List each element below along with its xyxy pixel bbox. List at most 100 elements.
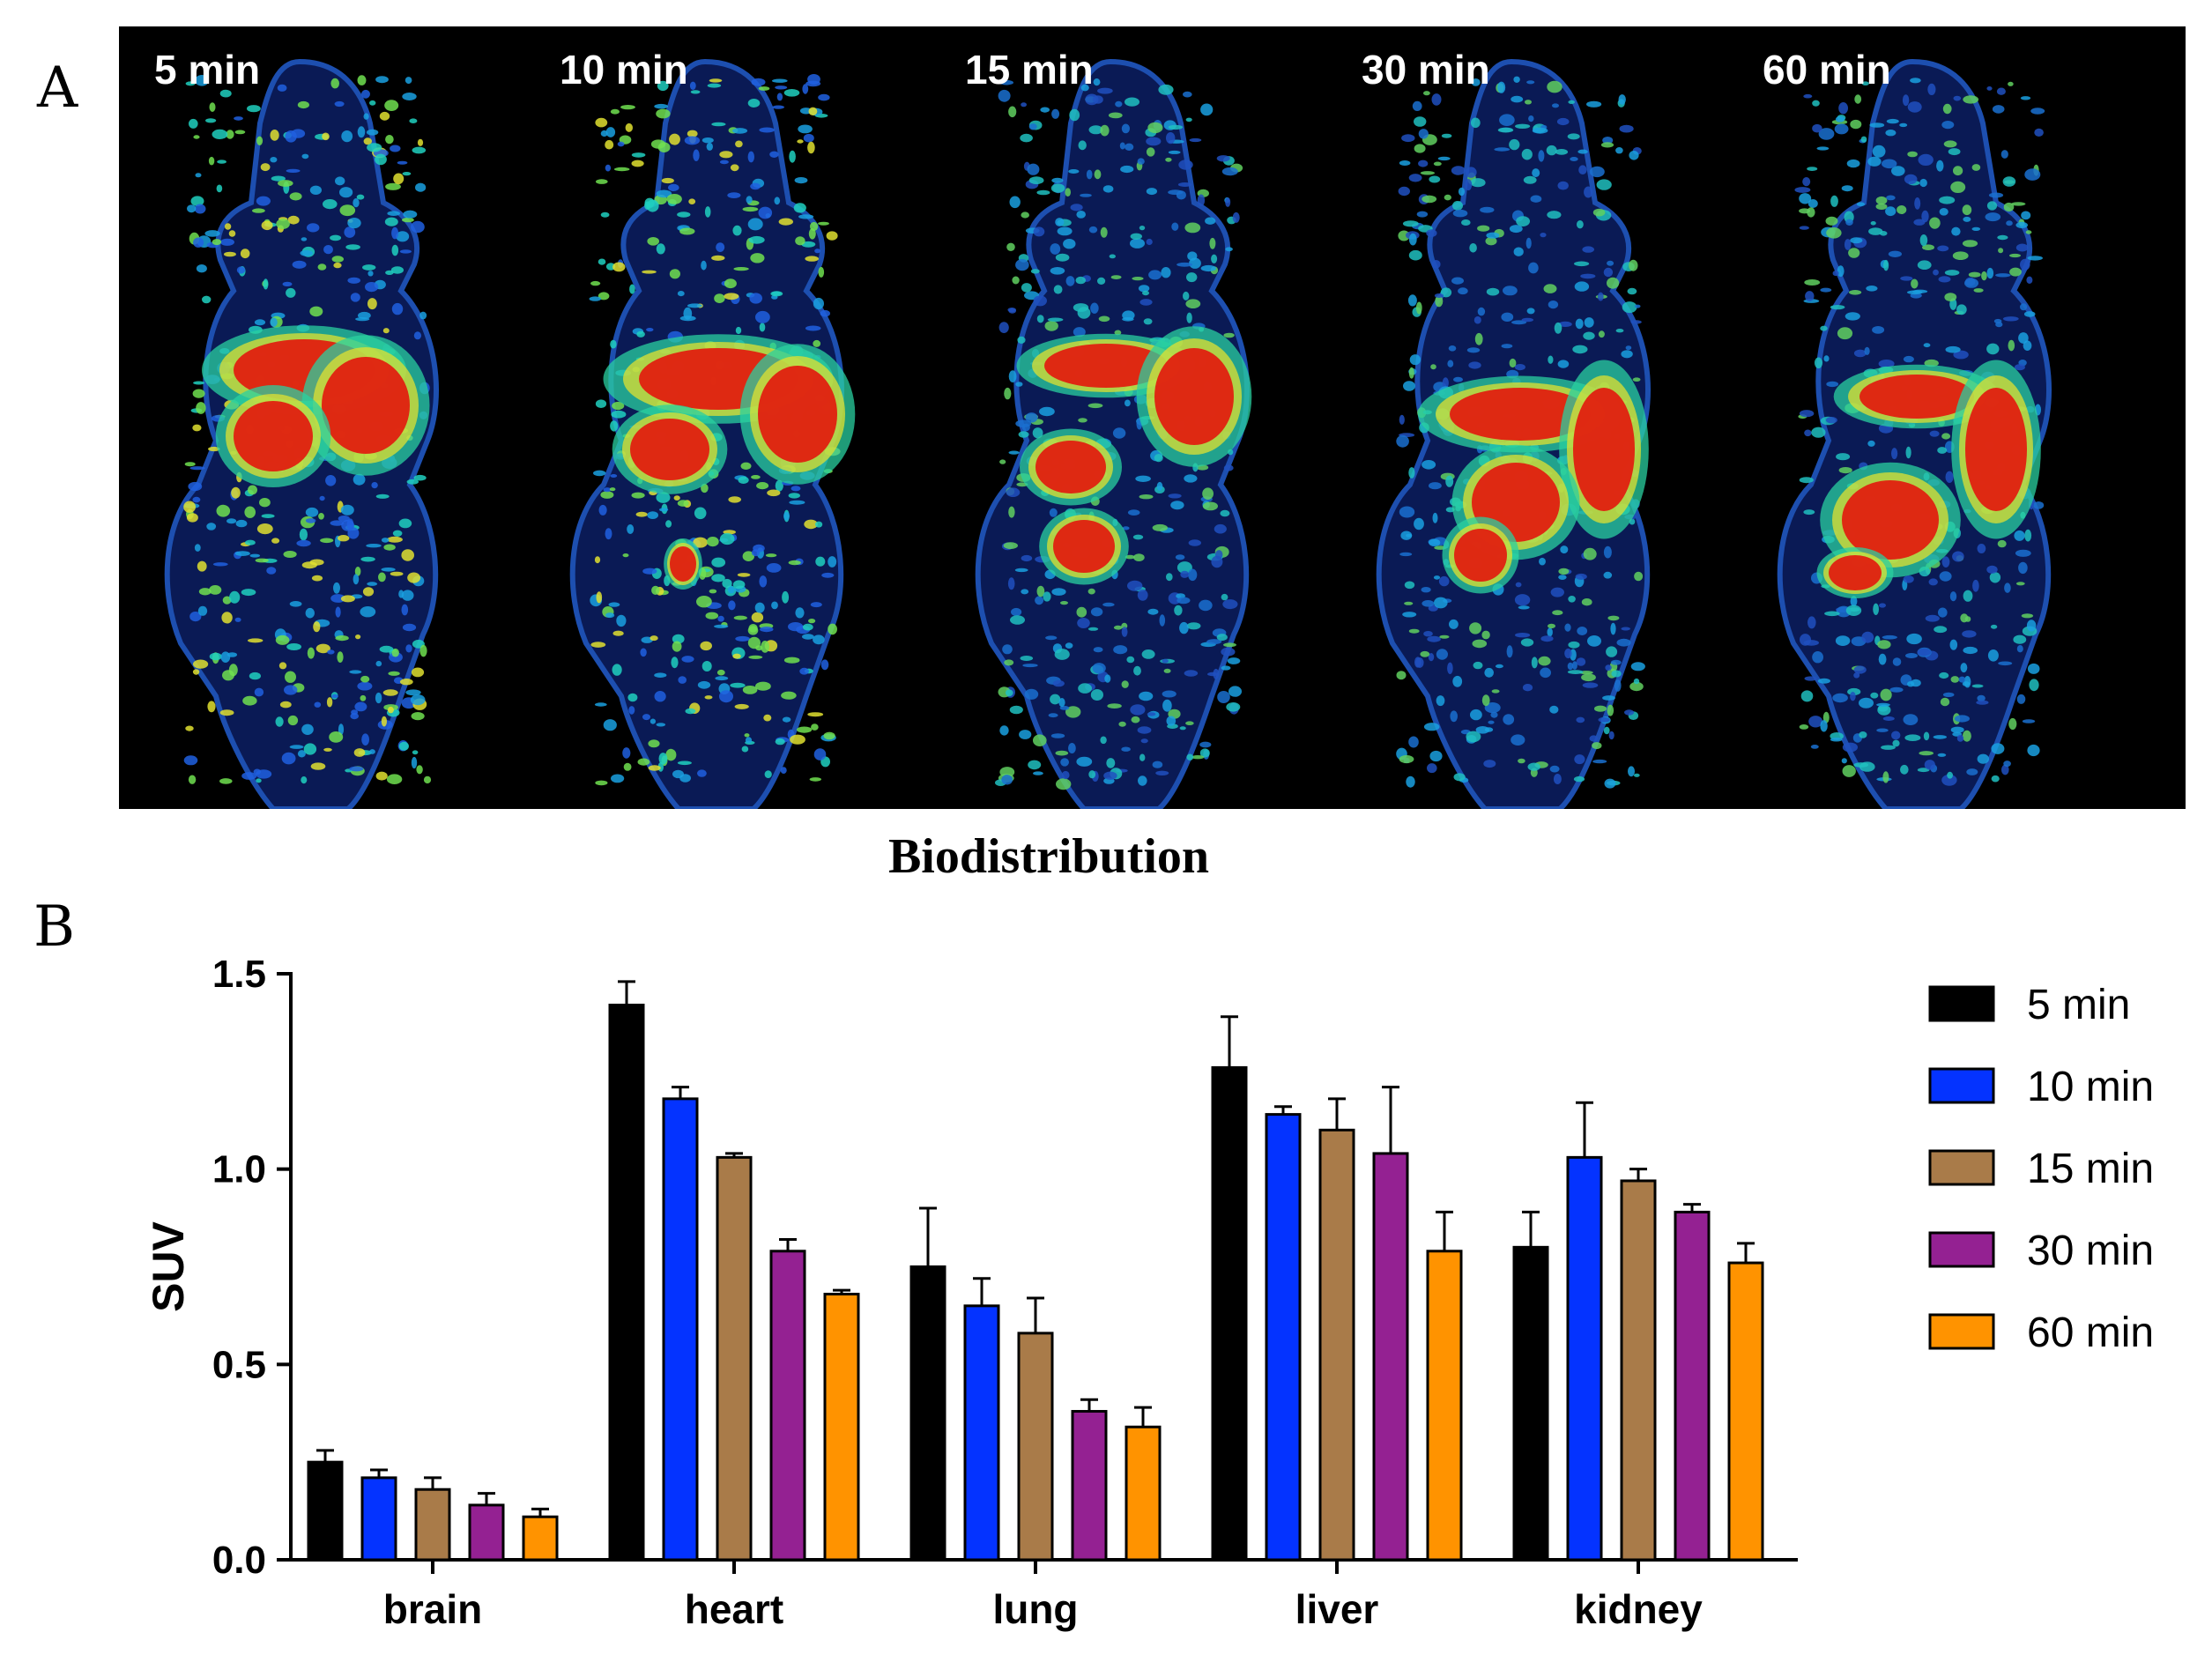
pet-speckle xyxy=(1069,108,1080,122)
pet-speckle xyxy=(789,500,805,505)
pet-speckle xyxy=(363,113,369,120)
pet-speckle xyxy=(1568,641,1580,649)
pet-speckle xyxy=(998,322,1009,333)
pet-speckle xyxy=(1949,639,1958,650)
pet-speckle xyxy=(1223,642,1236,648)
pet-speckle xyxy=(1414,116,1427,127)
y-tick-label: 1.5 xyxy=(212,953,266,996)
pet-speckle xyxy=(245,539,256,545)
pet-speckle xyxy=(278,662,287,670)
pet-speckle xyxy=(1118,721,1126,727)
pet-speckle xyxy=(1968,271,1981,278)
pet-speckle xyxy=(2015,243,2029,252)
pet-speckle xyxy=(1624,709,1635,716)
pet-speckle xyxy=(255,558,269,563)
pet-speckle xyxy=(1098,315,1110,323)
pet-speckle xyxy=(1837,327,1853,340)
pet-speckle xyxy=(1820,720,1828,732)
pet-speckle xyxy=(1466,167,1477,178)
pet-speckle xyxy=(1825,216,1838,226)
pet-speckle xyxy=(778,218,793,226)
pet-speckle xyxy=(1088,770,1096,779)
pet-speckle xyxy=(1921,210,1929,223)
pet-speckle xyxy=(1629,259,1638,271)
pet-speckle xyxy=(1891,731,1901,740)
pet-speckle xyxy=(1859,761,1875,772)
pet-speckle xyxy=(1986,267,1994,279)
pet-speckle xyxy=(782,716,791,723)
pet-speckle xyxy=(217,160,226,164)
pet-speckle xyxy=(1861,631,1874,643)
pet-speckle xyxy=(1621,627,1630,631)
pet-speckle xyxy=(747,636,761,649)
pet-speckle xyxy=(209,102,216,112)
pet-speckle xyxy=(654,672,667,678)
pet-speckle xyxy=(820,659,829,671)
pet-speckle xyxy=(1119,142,1125,150)
pet-speckle xyxy=(205,118,217,123)
pet-speckle xyxy=(1021,589,1029,595)
pet-speckle xyxy=(330,520,345,526)
pet-speckle xyxy=(402,93,417,100)
pet-speckle xyxy=(378,572,386,582)
pet-speckle xyxy=(2023,340,2032,352)
pet-speckle xyxy=(1092,663,1106,674)
pet-speckle xyxy=(791,486,801,492)
bar-heart-15min xyxy=(716,1155,753,1562)
bar-brain-15min xyxy=(414,1488,451,1562)
pet-speckle xyxy=(678,676,687,684)
pet-speckle xyxy=(387,536,403,543)
pet-speckle xyxy=(1904,174,1918,185)
pet-speckle xyxy=(1020,656,1034,661)
pet-speckle xyxy=(2015,221,2028,228)
pet-speckle xyxy=(386,774,403,784)
pet-speckle xyxy=(1039,406,1055,417)
pet-speckle xyxy=(1515,633,1531,638)
pet-speckle xyxy=(188,481,203,492)
pet-speckle xyxy=(1977,753,1989,764)
pet-speckle xyxy=(209,585,222,595)
pet-speckle xyxy=(798,124,813,134)
pet-speckle xyxy=(657,80,669,92)
pet-speckle xyxy=(701,137,714,144)
pet-speckle xyxy=(1225,247,1233,252)
pet-speckle xyxy=(789,150,796,163)
pet-speckle xyxy=(296,539,311,547)
pet-speckle xyxy=(2001,764,2009,775)
pet-speckle xyxy=(1937,245,1949,252)
pet-hotspot xyxy=(234,401,313,471)
chart-legend: 5 min 10 min 15 min 30 min 60 min xyxy=(1928,982,2154,1356)
pet-speckle xyxy=(814,249,820,254)
pet-speckle xyxy=(706,142,713,151)
pet-speckle xyxy=(767,489,781,497)
pet-speckle xyxy=(1859,731,1867,738)
pet-speckle xyxy=(612,262,626,272)
pet-frame-60min: 60 min xyxy=(1732,26,2145,809)
pet-speckle xyxy=(1607,615,1620,621)
pet-speckle xyxy=(1065,276,1075,286)
pet-speckle xyxy=(648,765,661,771)
pet-speckle xyxy=(1008,450,1020,455)
pet-speckle xyxy=(192,389,205,398)
pet-speckle xyxy=(1114,330,1122,336)
pet-speckle xyxy=(1578,165,1587,174)
pet-speckle xyxy=(1867,440,1875,447)
pet-speckle xyxy=(693,537,708,548)
pet-speckle xyxy=(672,634,685,644)
pet-speckle xyxy=(1121,627,1128,637)
pet-speckle xyxy=(1097,87,1113,94)
pet-speckle xyxy=(398,518,412,529)
pet-speckle xyxy=(1998,248,2004,254)
pet-speckle xyxy=(1139,226,1146,231)
pet-speckle xyxy=(801,241,816,248)
bar-lung-5min xyxy=(909,1265,946,1562)
pet-speckle xyxy=(1962,681,1971,686)
mouse-body-silhouette xyxy=(977,62,1247,809)
bar-kidney-60min xyxy=(1727,1261,1764,1562)
pet-speckle xyxy=(1139,691,1154,701)
pet-speckle xyxy=(1891,166,1905,176)
pet-speckle xyxy=(802,634,814,640)
pet-speckle xyxy=(704,206,711,218)
pet-speckle xyxy=(1423,91,1430,96)
pet-speckle xyxy=(811,723,819,731)
